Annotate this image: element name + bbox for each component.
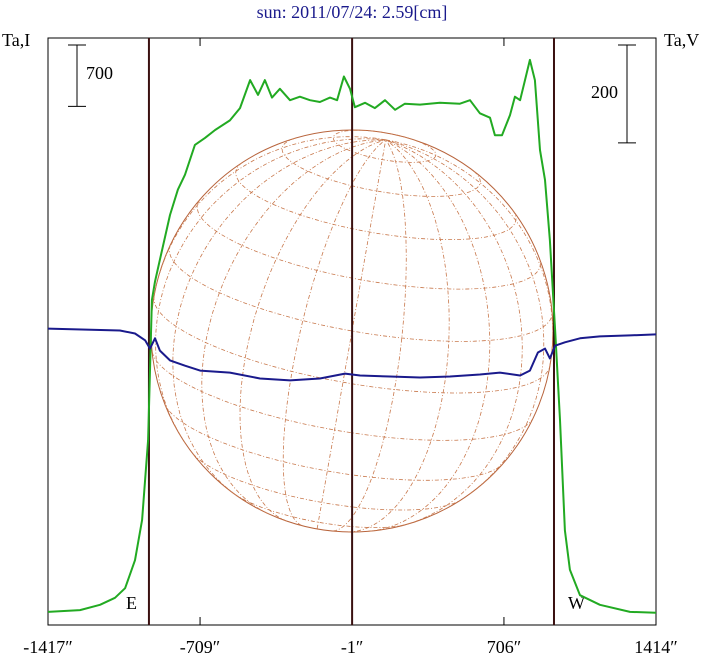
disk-grid: [368, 139, 491, 532]
series-line: [47, 327, 657, 382]
y-axis-label: Ta,I: [2, 30, 30, 50]
disk-grid: [333, 139, 407, 532]
x-tick-label: -1417″: [23, 637, 73, 657]
disk-grid: [164, 403, 504, 481]
disk-grid: [192, 453, 460, 511]
scale-bar-label: 200: [591, 82, 618, 102]
disk-grid: [155, 138, 386, 444]
disk-grid: [201, 139, 386, 514]
x-tick-label: -1″: [341, 637, 364, 657]
reference-label: E: [126, 593, 137, 613]
scale-bar-label: 700: [86, 63, 113, 83]
series-line: [47, 58, 657, 614]
y2-axis-label: Ta,V: [664, 30, 699, 50]
disk-grid: [234, 493, 407, 528]
disk-grid: [281, 137, 481, 197]
sun-disk: [150, 129, 554, 533]
disk-grid: [151, 351, 533, 441]
disk-grid: [385, 139, 523, 525]
disk-grid: [153, 296, 551, 394]
disk-grid: [172, 139, 386, 495]
chart-title: sun: 2011/07/24: 2.59[cm]: [257, 2, 448, 22]
x-tick-label: 1414″: [634, 637, 678, 657]
x-tick-label: 706″: [487, 637, 522, 657]
x-tick-label: -709″: [180, 637, 221, 657]
disk-grid: [282, 139, 386, 526]
disk-grid: [332, 129, 437, 163]
disk-grid: [385, 139, 545, 495]
disk-grid: [168, 245, 553, 342]
disk-grid: [239, 139, 386, 522]
reference-label: W: [568, 593, 585, 613]
disk-grid: [196, 200, 541, 290]
disk-grid: [235, 162, 517, 240]
